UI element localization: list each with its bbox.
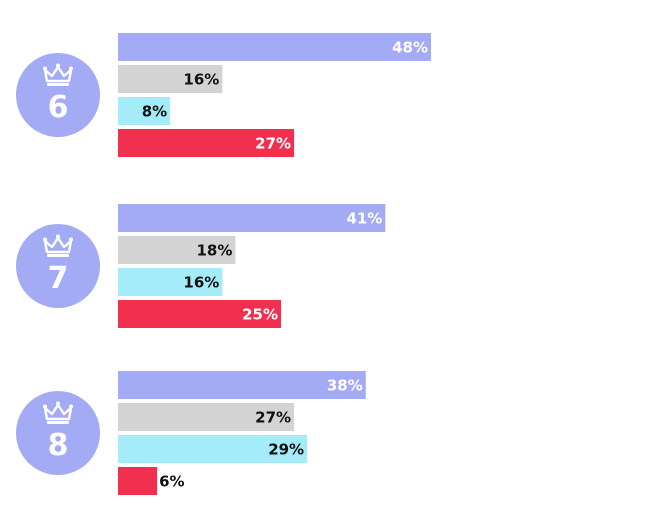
crown-icon	[43, 401, 73, 424]
bar-value-label: 27%	[255, 135, 291, 153]
bar-red	[118, 129, 295, 157]
bar-value-label: 48%	[392, 39, 428, 57]
bar-group-6: 6 48% 16% 8% 27%	[16, 33, 431, 157]
bar-value-label: 8%	[142, 103, 167, 121]
group-badge: 8	[16, 391, 100, 475]
bar-value-label: 41%	[346, 210, 382, 228]
bar-purple	[118, 204, 386, 232]
bar-value-label: 38%	[327, 377, 363, 395]
bar-purple	[118, 371, 366, 399]
bar-purple	[118, 33, 431, 61]
badge-number: 7	[48, 261, 69, 296]
bar-value-label: 25%	[242, 306, 278, 324]
bar-gray	[118, 236, 236, 264]
bar-value-label: 16%	[183, 274, 219, 292]
bar-value-label: 16%	[183, 71, 219, 89]
bar-value-label: 27%	[255, 409, 291, 427]
bar-cyan	[118, 97, 171, 125]
group-badge: 7	[16, 224, 100, 308]
crown-icon	[43, 63, 73, 86]
bar-value-label: 18%	[196, 242, 232, 260]
bar-cyan	[118, 435, 308, 463]
crown-icon	[43, 234, 73, 257]
badge-circle	[16, 53, 100, 137]
bar-gray	[118, 403, 295, 431]
bar-group-8: 8 38% 27% 29% 6%	[16, 371, 366, 495]
bar-cyan	[118, 268, 223, 296]
bar-group-7: 7 41% 18% 16% 25%	[16, 204, 386, 328]
bar-value-label: 6%	[159, 473, 184, 491]
group-badge: 6	[16, 53, 100, 137]
bar-gray	[118, 65, 223, 93]
badge-number: 8	[48, 428, 69, 463]
badge-number: 6	[48, 90, 69, 125]
bar-value-label: 29%	[268, 441, 304, 459]
bar-red	[118, 300, 282, 328]
badge-circle	[16, 391, 100, 475]
badge-circle	[16, 224, 100, 308]
bar-red	[118, 467, 158, 495]
